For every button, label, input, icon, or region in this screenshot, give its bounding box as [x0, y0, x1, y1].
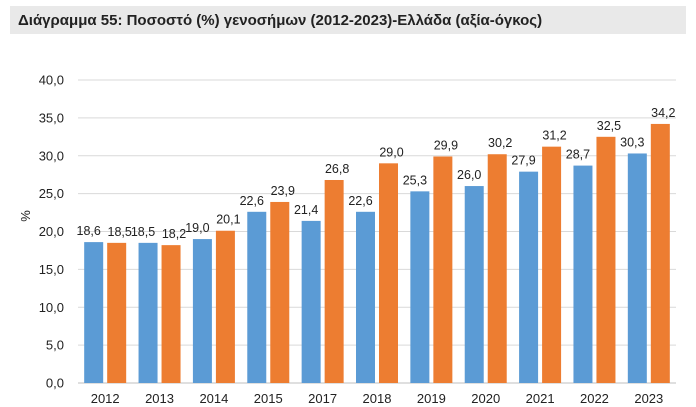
- x-tick-label: 2015: [254, 391, 283, 406]
- data-label: 26,8: [325, 162, 349, 176]
- x-tick-label: 2019: [417, 391, 446, 406]
- chart-title-bar: Διάγραμμα 55: Ποσοστό (%) γενοσήμων (201…: [10, 6, 686, 34]
- x-tick-label: 2022: [580, 391, 609, 406]
- data-label: 30,2: [488, 136, 512, 150]
- x-tick-label: 2012: [91, 391, 120, 406]
- x-tick-label: 2013: [145, 391, 174, 406]
- data-label: 18,5: [108, 225, 132, 239]
- bar-series-1: [138, 242, 158, 383]
- data-label: 28,7: [566, 148, 590, 162]
- bar-series-2: [107, 242, 127, 383]
- data-label: 19,0: [185, 221, 209, 235]
- data-label: 34,2: [651, 106, 675, 120]
- bar-series-1: [464, 186, 484, 383]
- x-tick-label: 2023: [634, 391, 663, 406]
- y-axis-label: %: [18, 210, 33, 222]
- data-label: 23,9: [271, 184, 295, 198]
- y-tick-label: 10,0: [39, 300, 64, 315]
- bar-series-2: [161, 245, 181, 383]
- data-label: 20,1: [216, 213, 240, 227]
- data-labels: 18,6 18,5 18,5 18,2 19,020,122,623,921,426,8…: [77, 106, 676, 241]
- bar-series-2: [270, 201, 290, 383]
- bar-series-1: [356, 211, 375, 383]
- y-tick-label: 5,0: [46, 338, 64, 353]
- data-label: 22,6: [240, 194, 264, 208]
- bar-series-2: [433, 156, 453, 383]
- bar-series-1: [192, 239, 212, 383]
- x-axis-ticks: 2012 2013 2014 2015 2017 2018 2019 2020 2021 2022…: [91, 391, 664, 406]
- chart-title: Διάγραμμα 55: Ποσοστό (%) γενοσήμων (201…: [18, 11, 543, 29]
- data-label: 26,0: [457, 168, 481, 182]
- bar-series-1: [84, 242, 104, 383]
- data-label: 21,4: [294, 203, 318, 217]
- y-tick-label: 15,0: [39, 262, 64, 277]
- data-label: 30,3: [620, 135, 644, 149]
- bar-series-1: [301, 220, 321, 383]
- y-tick-label: 25,0: [39, 186, 64, 201]
- data-label: 18,2: [162, 227, 186, 241]
- y-tick-label: 40,0: [39, 73, 64, 88]
- x-tick-label: 2014: [199, 391, 228, 406]
- x-tick-label: 2021: [526, 391, 555, 406]
- bar-series-2: [542, 146, 562, 383]
- bar-series-2: [650, 123, 670, 383]
- x-tick-label: 2018: [363, 391, 392, 406]
- bar-series-1: [627, 153, 647, 383]
- bar-series-2: [379, 163, 398, 383]
- data-label: 18,5: [131, 225, 155, 239]
- data-label: 22,6: [348, 194, 372, 208]
- bar-series-2: [215, 230, 235, 383]
- y-tick-label: 20,0: [39, 224, 64, 239]
- data-label: 27,9: [511, 154, 535, 168]
- bar-series-1: [573, 165, 593, 383]
- bar-series-1: [519, 171, 539, 383]
- x-tick-label: 2020: [471, 391, 500, 406]
- bar-series-2: [487, 154, 507, 383]
- data-label: 29,0: [379, 145, 403, 159]
- bar-series-1: [247, 211, 267, 383]
- data-label: 32,5: [597, 119, 621, 133]
- y-tick-label: 0,0: [46, 376, 64, 391]
- y-axis-ticks: 0,0 5,0 10,0 15,0 20,0 25,0 30,0 35,0 40,0: [39, 73, 64, 391]
- data-label: 31,2: [542, 129, 566, 143]
- data-label: 18,6: [77, 224, 101, 238]
- y-tick-label: 35,0: [39, 110, 64, 125]
- bar-series-1: [410, 191, 430, 383]
- x-tick-label: 2017: [308, 391, 337, 406]
- bar-series-2: [596, 136, 616, 383]
- bars: [84, 123, 670, 383]
- data-label: 29,9: [434, 139, 458, 153]
- data-label: 25,3: [403, 173, 427, 187]
- bar-series-2: [324, 179, 344, 383]
- y-tick-label: 30,0: [39, 148, 64, 163]
